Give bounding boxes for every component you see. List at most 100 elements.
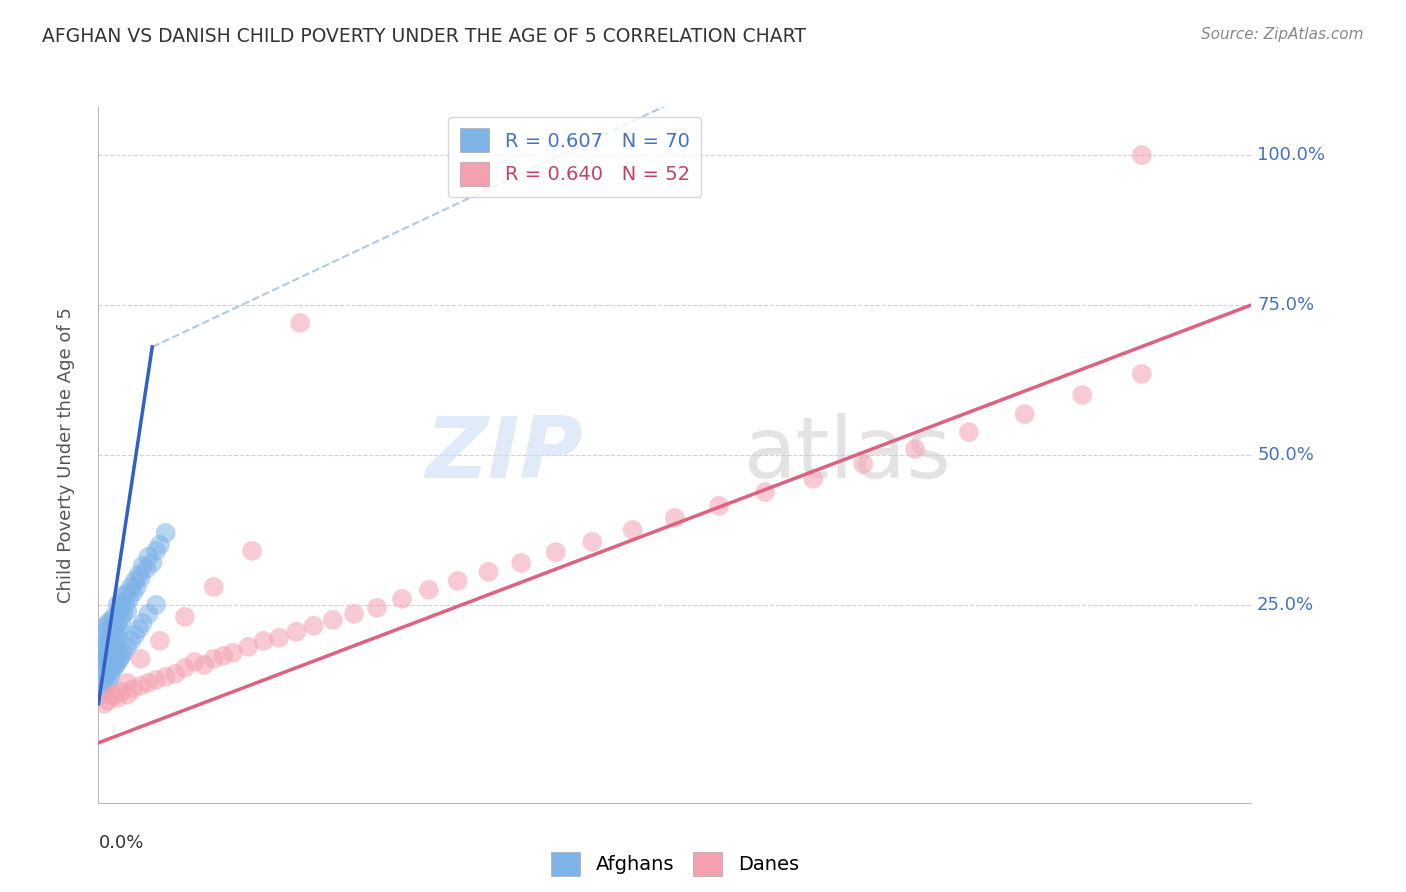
Point [91,648,114,663]
Point [93,643,115,657]
Point [149,538,172,552]
Point [477,565,499,579]
Point [117,676,138,690]
Point [91,631,114,645]
Text: 100.0%: 100.0% [1257,146,1324,164]
Point [98,622,121,636]
Point [110,685,132,699]
Point [93,655,115,669]
Point [135,562,157,576]
Point [322,613,344,627]
Point [1014,407,1036,421]
Text: 75.0%: 75.0% [1257,296,1315,314]
Point [125,580,148,594]
Text: 0.0%: 0.0% [98,834,143,852]
Point [183,655,205,669]
Point [97,694,120,708]
Point [108,652,131,666]
Point [447,574,470,588]
Point [108,604,131,618]
Point [110,595,132,609]
Point [104,640,127,654]
Point [107,631,129,645]
Point [91,679,114,693]
Point [103,688,125,702]
Point [97,657,120,672]
Point [107,615,129,630]
Point [94,619,117,633]
Point [754,485,776,500]
Point [267,631,290,645]
Point [117,586,138,600]
Text: 50.0%: 50.0% [1257,446,1315,464]
Point [122,586,145,600]
Point [103,646,125,660]
Point [122,681,145,696]
Point [1130,148,1153,162]
Point [107,598,129,612]
Point [290,316,312,330]
Point [193,657,215,672]
Point [141,556,163,570]
Point [202,580,225,594]
Point [1071,388,1094,402]
Point [117,640,138,654]
Point [240,544,263,558]
Point [904,442,927,456]
Point [101,613,124,627]
Point [138,549,160,564]
Point [131,558,153,573]
Point [366,600,388,615]
Point [117,604,138,618]
Point [957,425,980,439]
Point [129,679,152,693]
Legend: Afghans, Danes: Afghans, Danes [543,844,807,884]
Text: atlas: atlas [744,413,952,497]
Point [165,666,187,681]
Point [98,637,121,651]
Text: ZIP: ZIP [425,413,582,497]
Text: Source: ZipAtlas.com: Source: ZipAtlas.com [1201,27,1364,42]
Point [174,610,197,624]
Point [101,664,124,678]
Point [120,580,142,594]
Point [94,666,117,681]
Point [107,690,129,705]
Point [801,472,824,486]
Point [145,673,167,687]
Point [418,582,440,597]
Point [302,619,325,633]
Point [110,648,132,663]
Point [112,607,135,621]
Point [544,545,567,559]
Point [103,628,125,642]
Point [391,591,413,606]
Point [89,661,111,675]
Point [145,544,167,558]
Point [97,633,120,648]
Point [103,610,125,624]
Point [108,622,131,636]
Point [89,688,111,702]
Point [128,567,150,582]
Point [212,648,235,663]
Point [103,688,125,702]
Point [97,646,120,660]
Point [128,622,150,636]
Point [202,652,225,666]
Point [707,499,730,513]
Point [117,688,138,702]
Point [110,613,132,627]
Point [94,652,117,666]
Point [145,598,167,612]
Point [343,607,366,621]
Point [101,631,124,645]
Point [174,661,197,675]
Point [253,633,276,648]
Point [238,640,260,654]
Point [114,598,136,612]
Point [120,633,142,648]
Text: 25.0%: 25.0% [1257,596,1315,614]
Point [118,591,141,606]
Point [103,661,125,675]
